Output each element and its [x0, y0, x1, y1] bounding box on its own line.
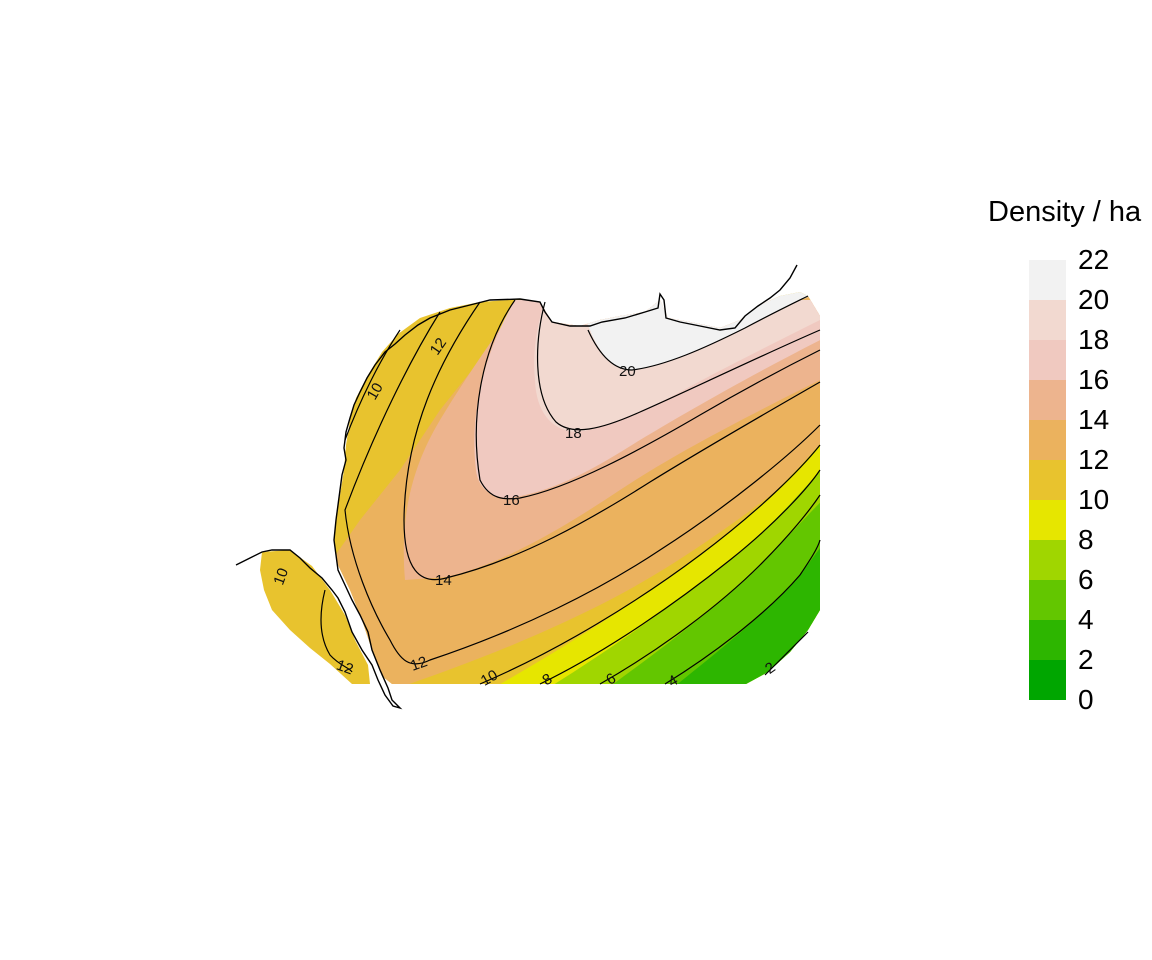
contour-label: 12 — [427, 335, 450, 358]
legend-swatch — [1029, 420, 1066, 460]
legend-title: Density / ha — [988, 196, 1142, 228]
legend-tick-label: 0 — [1078, 684, 1094, 715]
contour-label: 10 — [364, 380, 387, 403]
legend-tick-label: 2 — [1078, 644, 1094, 675]
legend-swatch — [1029, 300, 1066, 340]
legend-swatch — [1029, 500, 1066, 540]
contour-label: 18 — [565, 425, 582, 442]
legend-swatch — [1029, 620, 1066, 660]
legend-tick-label: 8 — [1078, 524, 1094, 555]
legend-tick-label: 14 — [1078, 404, 1110, 435]
legend-tick-label: 4 — [1078, 604, 1094, 635]
legend-swatch — [1029, 540, 1066, 580]
legend-tick-label: 12 — [1078, 444, 1110, 475]
contour-label: 16 — [503, 492, 520, 509]
contour-label: 12 — [334, 657, 355, 679]
legend-swatch — [1029, 380, 1066, 420]
legend-tick-label: 16 — [1078, 364, 1110, 395]
legend-swatch — [1029, 460, 1066, 500]
coastline — [235, 264, 798, 710]
contour-lines — [320, 295, 821, 685]
contour-label: 12 — [408, 653, 429, 675]
legend-swatch — [1029, 660, 1066, 700]
contour-label: 14 — [435, 572, 452, 589]
legend-tick-label: 6 — [1078, 564, 1094, 595]
legend-tick-label: 18 — [1078, 324, 1110, 355]
legend-tick-label: 10 — [1078, 484, 1110, 515]
legend-tick-label: 20 — [1078, 284, 1110, 315]
legend-swatch — [1029, 580, 1066, 620]
legend-tick-label: 22 — [1078, 244, 1110, 275]
legend-swatch — [1029, 340, 1066, 380]
contour-label: 20 — [619, 363, 636, 380]
contour-label: 10 — [478, 667, 501, 690]
legend-swatch — [1029, 260, 1066, 300]
contour-label: 10 — [270, 566, 292, 587]
